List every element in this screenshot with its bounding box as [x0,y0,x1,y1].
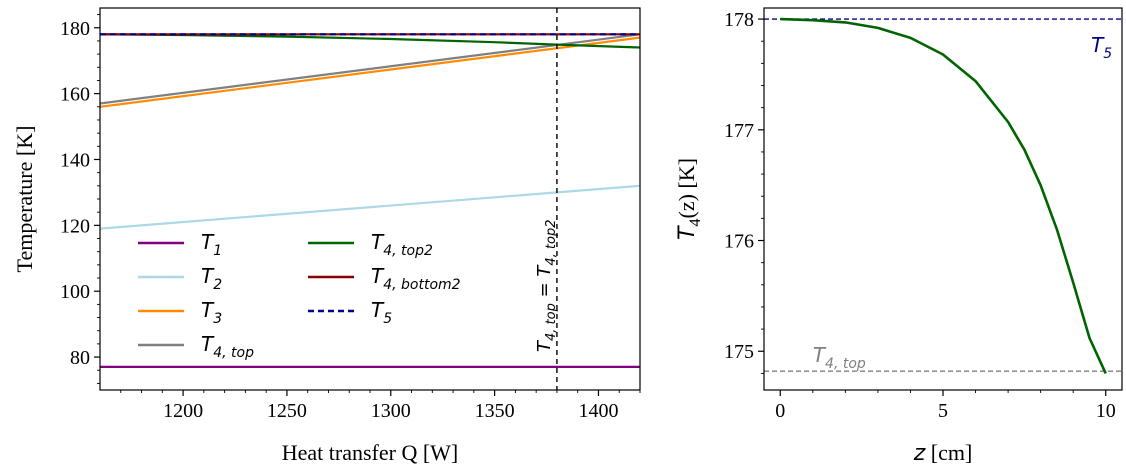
legend-label-base: T [371,230,385,254]
y-axis-label: T4(z) [K] [674,158,704,240]
legend-label-sub: 5 [383,311,392,327]
reference-label-4top-base: T [813,343,827,367]
x-tick-label: 1200 [163,400,203,422]
legend-label: T4, top [201,332,254,361]
y-tick-label: 80 [70,347,90,369]
legend-label-sub: 4, bottom2 [383,277,460,293]
vline-label-sub-2: 4, top2 [544,220,559,266]
y-tick-label: 175 [724,341,754,363]
legend-label: T2 [201,264,222,293]
reference-label-5-sub: 5 [1103,46,1112,62]
y-axis-label-rest: (z) [K] [674,158,699,218]
y-tick-label: 120 [60,215,90,237]
y-tick-label: 180 [60,18,90,40]
x-tick-label: 1250 [267,400,307,422]
y-axis-label-sub: 4 [687,219,704,227]
legend-label: T4, top2 [371,230,433,259]
legend-label: T3 [201,298,222,327]
y-tick-label: 178 [724,9,754,31]
y-tick-label: 177 [724,120,754,142]
vline-label-base-1: T [534,339,555,352]
right-plot-frame [763,7,1123,391]
x-axis-label-var: z [913,441,926,466]
legend-label: T1 [201,230,222,259]
x-axis-label: z [cm] [913,440,973,466]
legend-label-sub: 1 [213,243,222,259]
vline-label-base-2: T [534,264,555,277]
x-tick-label: 1300 [371,400,411,422]
legend-label-base: T [371,298,385,322]
x-tick-label: 1400 [578,400,618,422]
legend-label-base: T [201,298,215,322]
vline-label-sub-1: 4, top [544,303,559,341]
x-tick-label: 5 [938,400,948,422]
series-line-4top [100,33,640,105]
series-line-2 [100,184,640,230]
legend-label-sub: 2 [213,277,222,293]
left-plot-frame [99,7,641,391]
legend-label: T4, bottom2 [371,264,461,293]
legend-label: T5 [371,298,392,327]
legend-label-base: T [201,332,215,356]
y-tick-label: 160 [60,84,90,106]
legend-label-sub: 4, top2 [383,243,433,259]
legend-label-sub: 3 [213,311,222,327]
reference-label-5-base: T [1091,33,1105,57]
y-tick-label: 140 [60,149,90,171]
x-tick-label: 0 [775,400,785,422]
vertical-marker-label: T4, top = T4, top2 [534,220,559,352]
reference-label-4top: T4, top [813,343,866,372]
x-tick-label: 10 [1096,400,1116,422]
y-axis-label: Temperature [K] [12,126,37,273]
legend-label-base: T [371,264,385,288]
series-line-4top2 [100,33,640,49]
x-tick-label: 1350 [475,400,515,422]
reference-label-4top-sub: 4, top [825,356,866,372]
y-tick-label: 100 [60,281,90,303]
left-series-group [100,33,640,368]
series-line-T4z [780,17,1107,374]
legend-label-base: T [201,230,215,254]
y-axis-label-var: T [675,225,700,240]
legend-label-sub: 4, top [213,345,254,361]
reference-label-5: T5 [1091,33,1112,62]
x-axis-label-unit: [cm] [925,440,972,465]
legend-label-base: T [201,264,215,288]
vline-label-eq: = [534,277,555,304]
y-tick-label: 176 [724,231,754,253]
x-axis-label: Heat transfer Q [W] [282,440,459,465]
series-line-3 [100,36,640,108]
